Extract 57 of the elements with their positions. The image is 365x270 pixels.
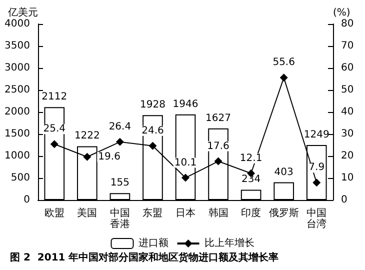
data-label: 7.9	[308, 162, 325, 174]
y-axis-title: 亿美元	[7, 6, 38, 18]
y-tick-label: 1000	[4, 150, 30, 162]
y2-tick-label: 40	[341, 106, 354, 118]
data-label: 24.6	[142, 125, 164, 136]
point	[50, 140, 58, 148]
y2-tick-label: 10	[341, 172, 354, 184]
y2-tick-label: 0	[341, 194, 348, 206]
y2-tick-label: 70	[341, 40, 354, 52]
y2-tick-label: 60	[341, 62, 354, 74]
x-tick-label: 东盟	[142, 207, 163, 219]
point	[214, 157, 222, 166]
x-tick-label: 韩国	[208, 207, 228, 219]
point	[148, 142, 157, 150]
data-label: 19.6	[98, 151, 120, 162]
y2-tick-label: 80	[341, 18, 354, 30]
y-tick-label: 2500	[4, 84, 30, 96]
data-label: 25.4	[43, 124, 66, 135]
x-tick-label: 欧盟	[44, 207, 64, 219]
legend-label: 进口额	[138, 237, 168, 249]
data-label: 26.4	[108, 121, 132, 132]
x-tick-label: 中国香港	[110, 207, 130, 230]
point	[83, 152, 92, 161]
data-label: 55.6	[272, 57, 295, 68]
data-label: 12.1	[240, 152, 262, 164]
y-tick-label: 2000	[4, 106, 30, 118]
x-tick-label: 中国台湾	[306, 207, 327, 230]
y2-tick-label: 20	[341, 150, 354, 162]
legend-label: 比上年增长	[204, 237, 254, 249]
data-label: 1222	[74, 130, 100, 142]
y-tick-label: 500	[10, 172, 30, 184]
data-label: 1249	[304, 130, 330, 141]
y-tick-label: 3500	[4, 40, 30, 52]
data-label: 10.1	[174, 157, 197, 168]
text: 图 2 2011 年中国对部分国家和地区货物进口额及其增长率	[10, 252, 279, 264]
point	[182, 174, 190, 182]
x-tick-label: 印度	[241, 207, 262, 219]
x-tick-label: 日本	[176, 207, 196, 219]
y-tick-label: 0	[24, 194, 30, 206]
point	[116, 138, 124, 146]
y2-tick-label: 30	[341, 128, 354, 140]
y2-axis-title: (%)	[333, 8, 350, 18]
y-tick-label: 3000	[4, 62, 30, 74]
point	[280, 74, 288, 82]
data-label: 2112	[42, 92, 68, 103]
data-label: 403	[274, 166, 294, 178]
data-label: 155	[110, 178, 130, 189]
x-tick-label: 美国	[77, 207, 98, 219]
data-label: 17.6	[207, 140, 230, 152]
y2-tick-label: 50	[341, 84, 354, 96]
point	[312, 178, 321, 187]
y-tick-label: 4000	[4, 18, 30, 30]
data-label: 1928	[140, 100, 166, 111]
data-label: 1627	[206, 112, 232, 124]
x-tick-label: 俄罗斯	[268, 207, 299, 219]
data-label: 1946	[172, 98, 198, 110]
y-tick-label: 1500	[4, 128, 30, 140]
